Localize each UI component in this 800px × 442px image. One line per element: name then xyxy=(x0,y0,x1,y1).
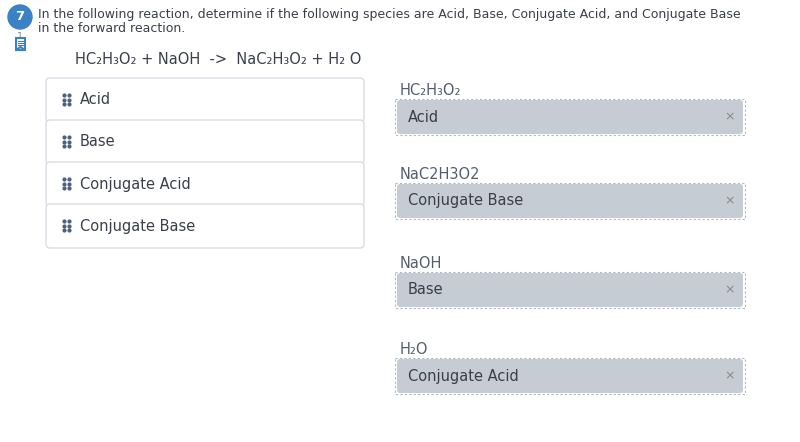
FancyBboxPatch shape xyxy=(16,38,25,50)
FancyBboxPatch shape xyxy=(397,359,743,393)
Text: 7: 7 xyxy=(15,11,25,23)
Text: In the following reaction, determine if the following species are Acid, Base, Co: In the following reaction, determine if … xyxy=(38,8,741,21)
Text: HC₂H₃O₂ + NaOH  ->  NaC₂H₃O₂ + H₂ O: HC₂H₃O₂ + NaOH -> NaC₂H₃O₂ + H₂ O xyxy=(75,52,362,67)
FancyBboxPatch shape xyxy=(395,183,745,219)
FancyBboxPatch shape xyxy=(46,204,364,248)
Text: in the forward reaction.: in the forward reaction. xyxy=(38,22,186,35)
Circle shape xyxy=(8,5,32,29)
FancyBboxPatch shape xyxy=(46,120,364,164)
Text: Base: Base xyxy=(80,134,116,149)
Polygon shape xyxy=(16,47,25,50)
Text: Acid: Acid xyxy=(80,92,111,107)
Text: Conjugate Base: Conjugate Base xyxy=(408,194,523,209)
Text: 1: 1 xyxy=(17,32,23,42)
FancyBboxPatch shape xyxy=(395,99,745,135)
FancyBboxPatch shape xyxy=(397,184,743,218)
Text: HC₂H₃O₂: HC₂H₃O₂ xyxy=(400,83,462,98)
Text: ×: × xyxy=(725,283,735,297)
FancyBboxPatch shape xyxy=(397,100,743,134)
Text: ×: × xyxy=(725,370,735,382)
FancyBboxPatch shape xyxy=(46,162,364,206)
Text: NaC2H3O2: NaC2H3O2 xyxy=(400,167,481,182)
Text: H₂O: H₂O xyxy=(400,342,429,357)
Text: Conjugate Base: Conjugate Base xyxy=(80,218,195,233)
Text: ×: × xyxy=(725,194,735,207)
FancyBboxPatch shape xyxy=(46,78,364,122)
FancyBboxPatch shape xyxy=(395,272,745,308)
Text: NaOH: NaOH xyxy=(400,256,442,271)
FancyBboxPatch shape xyxy=(395,358,745,394)
Text: Acid: Acid xyxy=(408,110,439,125)
Text: Base: Base xyxy=(408,282,444,297)
FancyBboxPatch shape xyxy=(397,273,743,307)
Text: ×: × xyxy=(725,110,735,123)
Text: Conjugate Acid: Conjugate Acid xyxy=(408,369,518,384)
Text: Conjugate Acid: Conjugate Acid xyxy=(80,176,190,191)
